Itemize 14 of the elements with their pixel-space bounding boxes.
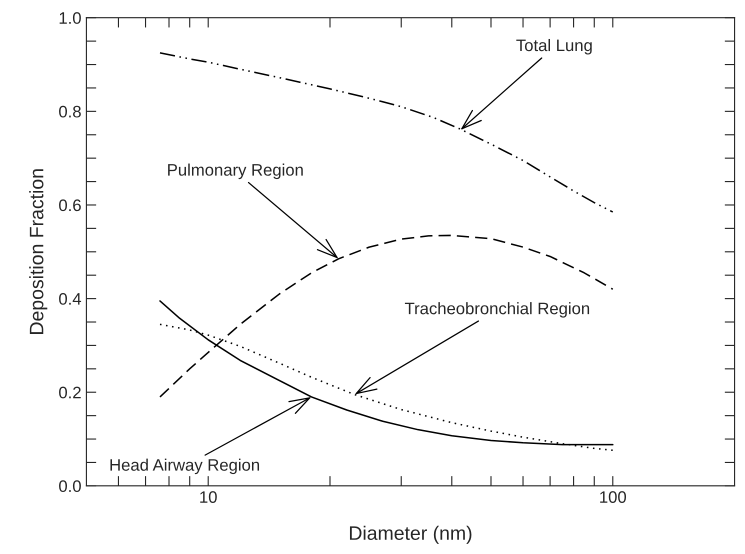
- annotation: Head Airway Region: [110, 458, 260, 474]
- y-tick-label: 0.0: [59, 480, 81, 492]
- annotation: Total Lung: [516, 38, 592, 55]
- y-tick-label: 1.0: [60, 12, 81, 24]
- x-tick-label: 100: [600, 491, 626, 503]
- y-tick-label: 0.8: [59, 106, 81, 118]
- x-axis-title: Diameter (nm): [350, 526, 472, 544]
- y-tick-label: 0.6: [59, 199, 81, 212]
- y-tick-label: 0.4: [59, 293, 82, 305]
- annotation: Pulmonary Region: [168, 164, 303, 180]
- x-tick-label: 10: [200, 491, 217, 503]
- y-axis-title: Deposition Fraction: [29, 169, 48, 334]
- y-tick-label: 0.2: [59, 386, 81, 398]
- annotation: Tracheobronchial Region: [404, 302, 590, 318]
